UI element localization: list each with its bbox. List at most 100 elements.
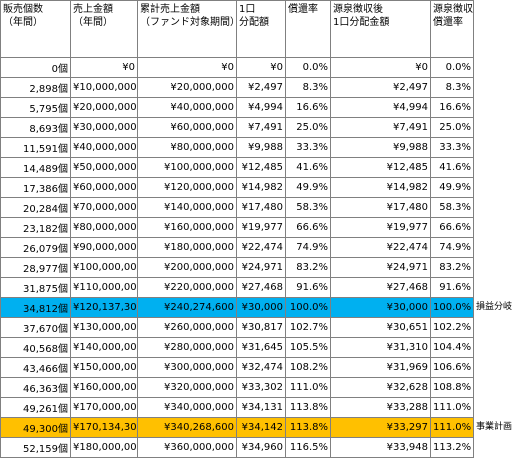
row: 23,182個 ¥80,000,000 ¥160,000,000 ¥19,977 66.… [0,217,474,238]
cell: 41.6% [430,157,474,178]
header-line: 償還率 [433,17,463,28]
row: 43,466個 ¥150,000,000 ¥300,000,000 ¥32,474 10… [0,357,474,378]
cell: ¥150,000,000 [70,357,138,378]
cell: ¥160,000,000 [137,217,237,238]
cell: ¥32,628 [330,377,431,398]
cell: ¥33,288 [330,397,431,418]
header-cell: 販売個数 （年間） [0,0,71,58]
row: 34,812個 ¥120,137,300 ¥240,274,600 ¥30,000 10… [0,297,474,318]
cell: ¥0 [330,57,431,78]
cell: 58.3% [430,197,474,218]
cell: 49.9% [285,177,331,198]
header-cell: 累計売上金額 （ファンド対象期間） [137,0,237,58]
table: 販売個数 （年間） 売上金額 （年間） 累計売上金額 （ファンド対象期間） 1口分配額 償還率… [0,0,474,458]
row: 31,875個 ¥110,000,000 ¥220,000,000 ¥27,468 91… [0,277,474,298]
cell: ¥14,982 [236,177,286,198]
header-line: 1口 [239,4,256,15]
cell: 49,261個 [0,397,71,418]
cell: 113.8% [285,397,331,418]
note-slot [474,217,516,237]
cell: ¥27,468 [330,277,431,298]
note-slot [474,237,516,257]
cell: ¥30,000 [236,297,286,318]
note-slot [474,357,516,377]
cell: 25.0% [285,117,331,138]
note-slot [474,437,516,457]
header-cell: 売上金額 （年間） [70,0,138,58]
cell: ¥9,988 [330,137,431,158]
cell: ¥0 [137,57,237,78]
note-slot [474,77,516,97]
cell: 14,489個 [0,157,71,178]
header-row: 販売個数 （年間） 売上金額 （年間） 累計売上金額 （ファンド対象期間） 1口分配額 償還率… [0,0,474,58]
cell: 31,875個 [0,277,71,298]
cell: ¥12,485 [236,157,286,178]
cell: ¥12,485 [330,157,431,178]
note-slot [474,337,516,357]
note: 損益分岐 [476,302,513,312]
cell: ¥90,000,000 [70,237,138,258]
note-slot [474,177,516,197]
header-line: 償還率 [288,4,318,15]
note-slot [474,57,516,77]
cell: 52,159個 [0,437,71,458]
cell: ¥30,651 [330,317,431,338]
table-body: 0個 ¥0 ¥0 ¥0 0.0% ¥0 0.0% 2,898個 ¥10,000,000 ¥20,0… [0,57,474,458]
cell: ¥130,000,000 [70,317,138,338]
cell: ¥19,977 [236,217,286,238]
cell: ¥320,000,000 [137,377,237,398]
cell: ¥20,000,000 [70,97,138,118]
cell: ¥7,491 [236,117,286,138]
note-slot [474,377,516,397]
cell: 111.0% [430,397,474,418]
cell: ¥22,474 [330,237,431,258]
header-line: 分配額 [239,17,269,28]
header-line: 源泉徴収後 [433,4,473,15]
cell: ¥10,000,000 [70,77,138,98]
cell: 83.2% [430,257,474,278]
cell: 8,693個 [0,117,71,138]
note-slot [474,117,516,137]
cell: ¥9,988 [236,137,286,158]
row: 46,363個 ¥160,000,000 ¥320,000,000 ¥33,302 11… [0,377,474,398]
cell: ¥7,491 [330,117,431,138]
cell: ¥4,994 [330,97,431,118]
header-line: 源泉徴収後 [333,4,383,15]
cell: 111.0% [430,417,474,438]
cell: ¥110,000,000 [70,277,138,298]
header-cell: 源泉徴収後償還率 [430,0,474,58]
cell: 43,466個 [0,357,71,378]
cell: ¥33,297 [330,417,431,438]
cell: ¥19,977 [330,217,431,238]
header-line: 1口分配金額 [333,17,390,28]
cell: 46,363個 [0,377,71,398]
cell: 106.6% [430,357,474,378]
cell: ¥27,468 [236,277,286,298]
row: 0個 ¥0 ¥0 ¥0 0.0% ¥0 0.0% [0,57,474,78]
cell: ¥30,000,000 [70,117,138,138]
cell: ¥0 [236,57,286,78]
note-slot [474,277,516,297]
header-line: 販売個数 [3,4,43,15]
cell: ¥340,000,000 [137,397,237,418]
cell: 49,300個 [0,417,71,438]
cell: 16.6% [285,97,331,118]
cell: 34,812個 [0,297,71,318]
cell: ¥33,302 [236,377,286,398]
cell: ¥120,000,000 [137,177,237,198]
note-slot [474,197,516,217]
cell: ¥70,000,000 [70,197,138,218]
note-slot [474,397,516,417]
header-line: 累計売上金額 [140,4,200,15]
cell: 5,795個 [0,97,71,118]
row: 17,386個 ¥60,000,000 ¥120,000,000 ¥14,982 49.… [0,177,474,198]
cell: ¥220,000,000 [137,277,237,298]
cell: ¥2,497 [236,77,286,98]
cell: ¥4,994 [236,97,286,118]
cell: ¥170,000,000 [70,397,138,418]
notes: 損益分岐 事業計画 [474,0,516,458]
cell: 49.9% [430,177,474,198]
cell: ¥31,645 [236,337,286,358]
cell: ¥33,948 [330,437,431,458]
